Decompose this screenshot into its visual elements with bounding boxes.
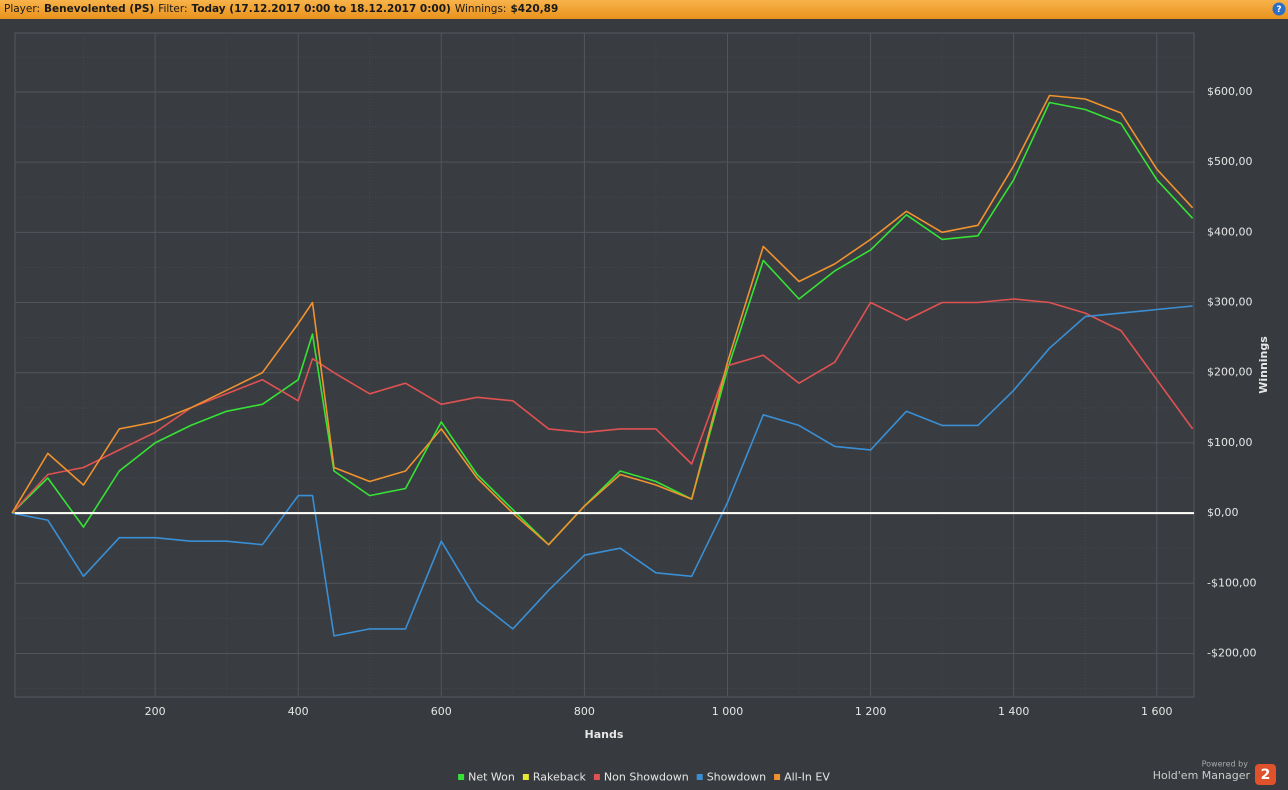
legend-swatch (458, 774, 465, 780)
legend-swatch (774, 774, 781, 780)
x-tick-label: 1 600 (1141, 705, 1173, 718)
x-tick-label: 1 000 (712, 705, 744, 718)
brand-badge-text: 2 (1261, 767, 1271, 783)
powered-by: Powered by (1202, 760, 1249, 769)
x-tick-label: 600 (431, 705, 452, 718)
legend-label: Showdown (707, 771, 766, 784)
y-tick-label: $200,00 (1207, 366, 1253, 379)
legend-swatch (522, 774, 529, 780)
help-text[interactable]: ? (1276, 5, 1281, 15)
y-axis-title: Winnings (1257, 336, 1270, 394)
legend-swatch (696, 774, 703, 780)
x-tick-label: 1 400 (998, 705, 1030, 718)
y-tick-label: $500,00 (1207, 155, 1253, 168)
x-tick-label: 1 200 (855, 705, 887, 718)
legend-label: Net Won (468, 771, 515, 784)
x-tick-label: 400 (288, 705, 309, 718)
header: Player: Benevolented (PS) Filter: Today … (4, 3, 558, 15)
y-tick-label: $100,00 (1207, 436, 1253, 449)
y-tick-label: $300,00 (1207, 296, 1253, 309)
filter: Today (17.12.2017 0:00 to 18.12.2017 0:0… (192, 3, 451, 15)
series-line (11, 298, 1194, 514)
legend-label: Non Showdown (604, 771, 689, 784)
y-tick-label: $400,00 (1207, 225, 1253, 238)
help-icon[interactable] (1272, 2, 1286, 16)
series-line (11, 305, 1193, 637)
lines (11, 94, 1194, 637)
winnings: $420,89 (510, 3, 558, 15)
x-tick-label: 200 (145, 705, 166, 718)
winnings-label: Winnings: (455, 3, 507, 15)
y-tick-label: -$100,00 (1207, 576, 1256, 589)
player-label: Player: (4, 3, 40, 15)
y-tick-label: $600,00 (1207, 85, 1253, 98)
player: Benevolented (PS) (44, 3, 154, 15)
plot-area (14, 32, 1195, 698)
brand: Hold'em Manager (1153, 769, 1251, 782)
brand-badge (1255, 764, 1276, 785)
ticks: 200 400 600 800 1 000 1 200 1 400 1 600 -$200,00… (145, 85, 1257, 718)
series-line (11, 94, 1194, 546)
x-axis-title: Hands (585, 728, 624, 741)
legend-swatch (593, 774, 600, 780)
y-tick-label: $0,00 (1207, 506, 1239, 519)
y-tick-label: -$200,00 (1207, 646, 1256, 659)
filter-label: Filter: (158, 3, 187, 15)
legend: Net Won Rakeback Non Showdown Showdown All-I… (458, 771, 830, 784)
x-tick-label: 800 (574, 705, 595, 718)
header-bar (0, 0, 1288, 19)
legend-label: Rakeback (533, 771, 587, 784)
legend-label: All-In EV (784, 771, 830, 784)
